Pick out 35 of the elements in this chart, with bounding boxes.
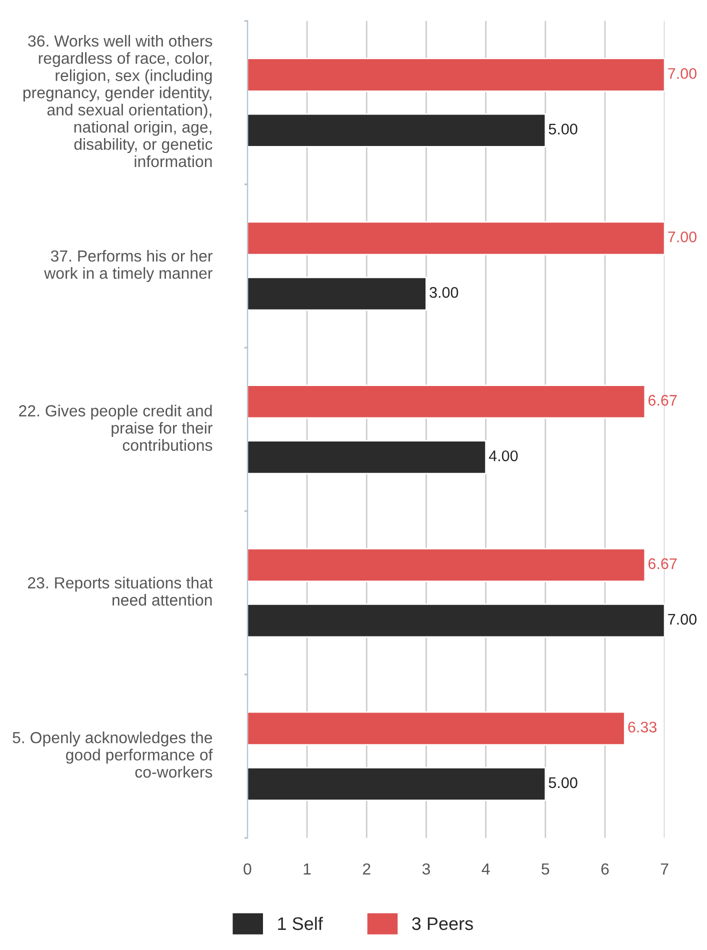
bar xyxy=(247,58,665,92)
legend-label: 1 Self xyxy=(278,916,323,930)
data-label: 7.00 xyxy=(668,68,696,79)
bar xyxy=(247,276,427,311)
data-label: 4.00 xyxy=(488,450,518,462)
legend-label: 3 Peers xyxy=(412,917,473,930)
data-label: 6.33 xyxy=(628,722,656,733)
x-tick-label: 0 xyxy=(244,863,252,875)
data-label: 3.00 xyxy=(430,287,458,298)
y-tick-label: 22. Gives people credit and praise for their contributions xyxy=(19,404,212,451)
bar xyxy=(247,766,546,802)
bar xyxy=(247,711,626,746)
x-tick-label: 4 xyxy=(482,863,490,874)
x-tick-label: 3 xyxy=(422,863,430,875)
data-label: 6.67 xyxy=(648,558,677,570)
y-tick-label: 5. Openly acknowledges the good performance of co-workers xyxy=(12,732,213,778)
bar xyxy=(247,221,665,256)
y-tick-label: 37. Performs his or her work in a timely manner xyxy=(44,250,212,282)
y-tick-label: 23. Reports situations that need attention xyxy=(28,576,213,606)
data-label: 5.00 xyxy=(548,777,578,788)
bar xyxy=(247,113,546,148)
bar xyxy=(247,548,646,582)
data-label: 7.00 xyxy=(668,614,696,625)
data-label: 5.00 xyxy=(548,124,578,134)
x-tick-label: 5 xyxy=(542,863,550,875)
x-tick-label: 2 xyxy=(362,863,370,874)
x-tick-label: 1 xyxy=(304,863,311,874)
bar xyxy=(247,604,665,638)
bar xyxy=(247,384,646,419)
data-label: 6.67 xyxy=(648,394,677,406)
bar xyxy=(247,440,487,474)
x-tick-label: 6 xyxy=(601,863,609,875)
y-tick-label: 36. Works well with others regardless of race, color, religion, sex (including pregnancy, gender identity, and sexual orientation), national origin, age, disability, or genetic information xyxy=(23,34,212,168)
x-tick-label: 7 xyxy=(660,863,668,874)
data-label: 7.00 xyxy=(668,232,696,242)
